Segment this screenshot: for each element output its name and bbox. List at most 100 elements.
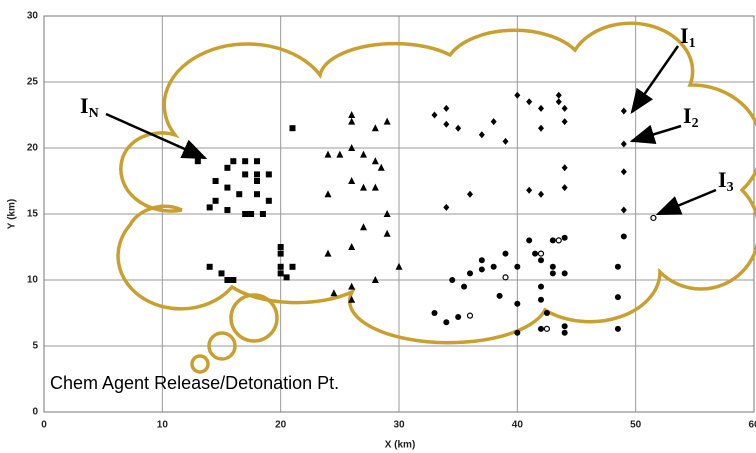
circle-point bbox=[620, 233, 627, 240]
y-tick-label: 5 bbox=[32, 341, 38, 352]
diamond-point bbox=[561, 184, 568, 192]
diamond-point bbox=[538, 104, 544, 112]
circle-point bbox=[561, 270, 568, 277]
annotation-arrow bbox=[630, 45, 680, 115]
circle-point bbox=[478, 266, 485, 273]
square-point bbox=[242, 211, 249, 217]
square-point bbox=[254, 178, 260, 184]
square-point bbox=[265, 197, 272, 204]
triangle-point bbox=[348, 144, 356, 151]
annotation-label: I1 bbox=[680, 23, 696, 51]
circle-point bbox=[514, 263, 521, 270]
y-tick-label: 30 bbox=[27, 11, 39, 22]
y-tick-label: 10 bbox=[27, 275, 39, 286]
square-point bbox=[212, 197, 219, 204]
diamond-point bbox=[620, 168, 627, 176]
triangle-point bbox=[377, 163, 385, 171]
triangle-point bbox=[324, 150, 332, 158]
square-point bbox=[259, 211, 266, 217]
caption: Chem Agent Release/Detonation Pt. bbox=[50, 373, 339, 393]
diamond-point bbox=[620, 140, 627, 148]
diamond-point bbox=[555, 98, 562, 106]
triangle-point bbox=[371, 124, 379, 132]
square-point bbox=[224, 277, 231, 283]
square-point bbox=[254, 191, 260, 198]
triangle-point bbox=[383, 117, 391, 125]
diamond-point bbox=[538, 190, 544, 198]
square-point bbox=[242, 158, 249, 165]
square-point bbox=[248, 211, 255, 217]
open-circle-point bbox=[502, 274, 509, 281]
x-tick-label: 0 bbox=[41, 420, 47, 431]
square-point bbox=[289, 125, 296, 132]
circle-point bbox=[490, 263, 497, 270]
circle-point bbox=[532, 250, 539, 257]
triangle-point bbox=[348, 117, 356, 125]
annotation-arrow bbox=[655, 188, 717, 216]
circle-point bbox=[467, 270, 473, 277]
x-tick-label: 20 bbox=[275, 420, 287, 431]
x-tick-label: 40 bbox=[512, 420, 524, 431]
plot-frame bbox=[43, 15, 755, 413]
cloud-outline bbox=[116, 21, 756, 345]
diamond-point bbox=[555, 91, 562, 99]
annotation-subscript: N bbox=[89, 106, 99, 121]
triangle-point bbox=[371, 183, 379, 191]
square-point bbox=[230, 277, 237, 283]
circle-point bbox=[614, 325, 621, 332]
triangle-point bbox=[324, 249, 332, 257]
circle-point bbox=[549, 237, 556, 244]
triangle-point bbox=[348, 243, 356, 250]
square-point bbox=[194, 158, 201, 165]
triangle-point bbox=[371, 276, 379, 283]
x-tick-label: 50 bbox=[630, 420, 642, 431]
square-point bbox=[289, 263, 296, 270]
open-circle-point bbox=[555, 237, 562, 244]
circle-point bbox=[461, 283, 468, 290]
triangle-point bbox=[360, 150, 367, 158]
diamond-point bbox=[478, 131, 485, 139]
thought-bubble bbox=[229, 293, 279, 343]
diamond-point bbox=[538, 124, 544, 132]
triangle-point bbox=[371, 157, 379, 165]
triangle-point bbox=[330, 289, 338, 297]
triangle-point bbox=[395, 262, 403, 270]
diamond-point bbox=[431, 111, 438, 119]
square-point bbox=[242, 171, 249, 178]
annotation-subscript: 2 bbox=[692, 116, 699, 131]
triangle-point bbox=[324, 190, 332, 198]
diamond-point bbox=[455, 124, 462, 132]
diamond-point bbox=[561, 164, 568, 172]
triangle-point bbox=[383, 229, 391, 237]
diamond-point bbox=[561, 104, 568, 112]
annotation-subscript: 1 bbox=[689, 36, 696, 51]
circle-point bbox=[431, 310, 438, 316]
circle-point bbox=[496, 292, 503, 299]
thought-bubble bbox=[207, 331, 237, 361]
y-tick-label: 15 bbox=[27, 209, 39, 220]
diamond-point bbox=[490, 118, 497, 126]
circle-point bbox=[543, 310, 550, 316]
circle-point bbox=[538, 296, 544, 303]
open-circle-point bbox=[650, 214, 657, 222]
circle-point bbox=[538, 325, 544, 332]
open-circle-point bbox=[543, 325, 551, 332]
square-point bbox=[236, 191, 243, 198]
square-point bbox=[277, 263, 284, 270]
square-point bbox=[224, 207, 231, 214]
circle-point bbox=[561, 323, 568, 330]
diamond-point bbox=[526, 186, 533, 194]
diamond-point bbox=[502, 137, 509, 145]
square-point bbox=[283, 274, 290, 281]
circle-point bbox=[526, 237, 533, 244]
circle-point bbox=[455, 313, 462, 320]
circle-point bbox=[443, 319, 450, 326]
square-point bbox=[206, 263, 213, 270]
diamond-point bbox=[620, 107, 627, 115]
x-axis-title: X (km) bbox=[385, 440, 416, 451]
circle-point bbox=[502, 250, 509, 257]
square-point bbox=[206, 204, 213, 211]
square-point bbox=[265, 171, 272, 178]
triangle-point bbox=[348, 282, 356, 290]
annotation-text: I bbox=[680, 23, 689, 48]
